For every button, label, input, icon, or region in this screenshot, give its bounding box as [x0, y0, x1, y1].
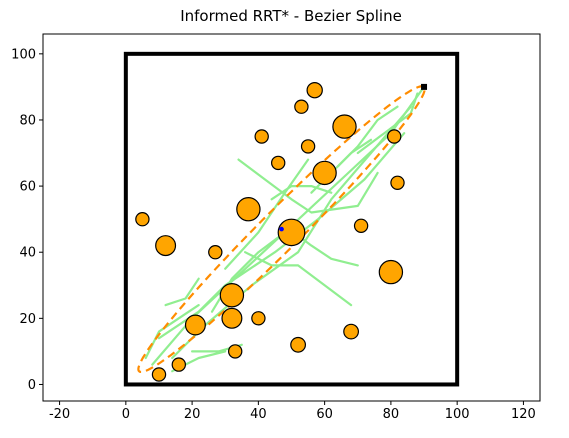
obstacle-circle	[171, 357, 186, 372]
y-tick-label: 40	[19, 246, 36, 261]
plot-frame	[42, 33, 541, 402]
x-tick-label: 20	[184, 407, 201, 422]
obstacle-circle	[221, 307, 243, 329]
ellipse-outline	[137, 85, 426, 373]
obstacle-circle	[353, 218, 369, 233]
x-axis: -20 0 20 40 60 80 100 120	[49, 401, 536, 422]
obstacle-circle	[254, 129, 269, 144]
obstacle-circle	[271, 155, 286, 171]
obstacle-circle	[390, 175, 405, 190]
obstacle-circle	[294, 99, 309, 114]
workspace-boundary	[123, 51, 460, 387]
tree-branch	[237, 158, 379, 214]
obstacles	[135, 81, 405, 382]
obstacle-circle	[277, 218, 306, 247]
tree-branch	[356, 92, 419, 155]
sample-point	[279, 226, 284, 232]
y-tick-label: 20	[19, 312, 36, 327]
goal-marker	[421, 83, 428, 90]
x-tick-label: 80	[383, 407, 400, 422]
y-axis: 0 20 40 60 80 100	[11, 47, 43, 393]
obstacle-circle	[208, 244, 223, 260]
obstacle-circle	[312, 160, 337, 186]
tree-branch	[336, 105, 399, 168]
x-tick-label: 0	[122, 407, 130, 422]
x-tick-label: -20	[49, 407, 70, 422]
obstacle-circle	[306, 81, 323, 99]
markers	[279, 83, 428, 232]
obstacle-circle	[343, 323, 360, 340]
x-tick-label: 100	[445, 407, 470, 422]
obstacle-circle	[251, 311, 266, 326]
chart-title: Informed RRT* - Bezier Spline	[180, 7, 402, 25]
obstacle-circle	[184, 314, 206, 336]
y-tick-label: 0	[28, 378, 36, 393]
obstacle-circle	[290, 336, 307, 353]
obstacle-circle	[387, 129, 402, 144]
obstacle-circle	[227, 344, 243, 359]
obstacle-circle	[300, 139, 316, 154]
x-tick-label: 60	[316, 407, 333, 422]
tree-branch	[244, 251, 353, 307]
obstacle-circle	[236, 196, 261, 222]
x-tick-label: 120	[511, 407, 536, 422]
obstacle-circle	[219, 283, 245, 308]
y-tick-label: 60	[19, 180, 36, 195]
y-tick-label: 100	[11, 47, 36, 62]
x-tick-label: 40	[250, 407, 267, 422]
obstacle-circle	[151, 367, 167, 382]
obstacle-circle	[378, 259, 404, 285]
obstacle-circle	[155, 235, 177, 257]
tree-branch	[270, 185, 333, 201]
tree-branch	[164, 277, 200, 307]
tree-branch	[224, 158, 310, 270]
obstacle-circle	[135, 211, 150, 227]
boundary-rect	[123, 51, 460, 387]
informed-ellipse	[137, 85, 426, 373]
y-tick-label: 80	[19, 113, 36, 128]
obstacle-circle	[332, 114, 357, 139]
tree-branch	[157, 132, 406, 340]
